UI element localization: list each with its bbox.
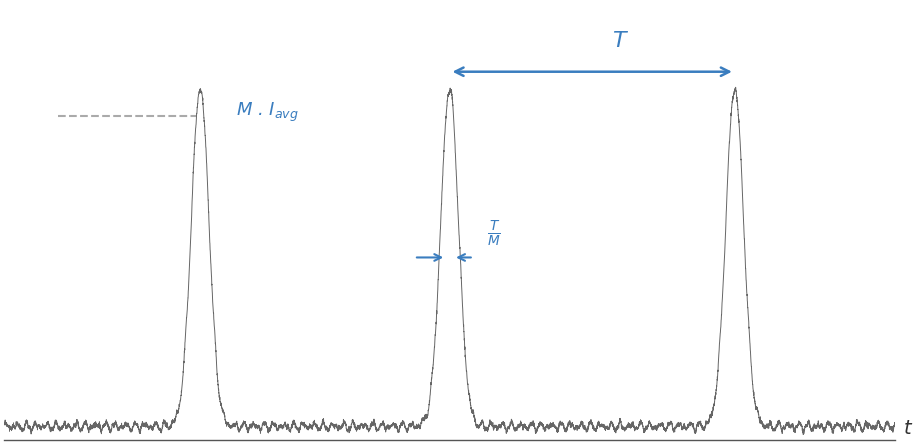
Text: $\frac{T}{M}$: $\frac{T}{M}$: [487, 219, 501, 249]
Text: M . I$_{avg}$: M . I$_{avg}$: [236, 101, 299, 124]
Text: t: t: [904, 419, 911, 438]
Text: T: T: [612, 32, 626, 52]
